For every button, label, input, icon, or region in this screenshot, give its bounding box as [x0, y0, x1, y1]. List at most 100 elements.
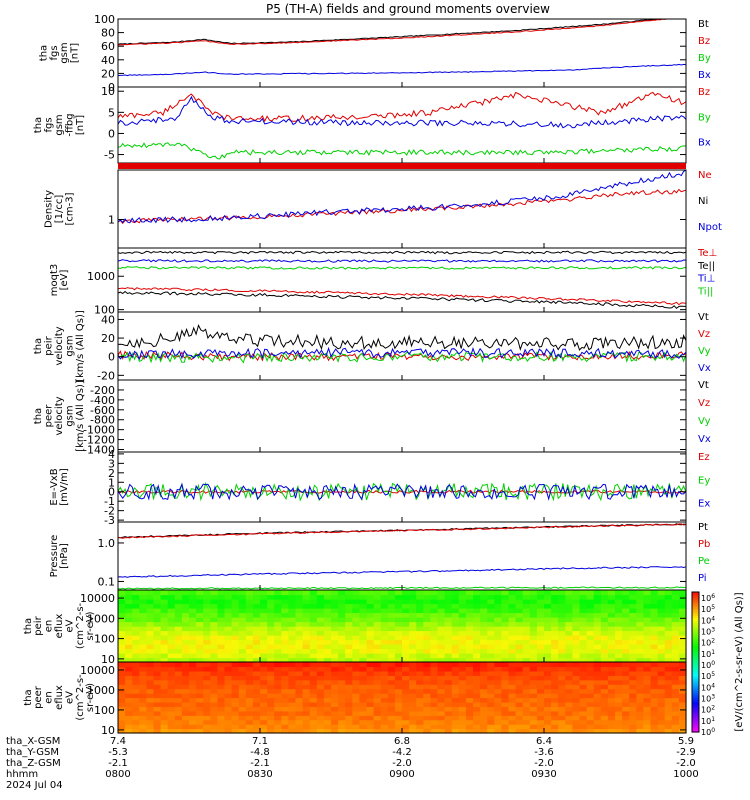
heatmap-cell — [650, 684, 659, 690]
heatmap-cell — [245, 715, 254, 721]
heatmap-cell — [480, 719, 488, 725]
colorbar-step — [692, 636, 699, 640]
heatmap-cell — [458, 693, 467, 699]
heatmap-cell — [260, 670, 268, 676]
series-line-bz — [117, 18, 686, 46]
heatmap-cell — [167, 701, 176, 707]
heatmap-cell — [352, 635, 360, 641]
heatmap-cell — [409, 648, 417, 654]
colorbar-tick-label: 100 — [701, 727, 715, 737]
colorbar-step — [692, 659, 699, 663]
heatmap-cell — [373, 679, 382, 685]
heatmap-cell — [224, 670, 233, 676]
heatmap-cell — [125, 599, 133, 605]
y-tick-label: -1200 — [83, 434, 115, 447]
heatmap-cell — [125, 617, 133, 623]
heatmap-cell — [437, 662, 446, 668]
heatmap-cell — [309, 670, 318, 676]
heatmap-cell — [323, 608, 332, 614]
heatmap-cell — [181, 719, 190, 725]
heatmap-cell — [210, 670, 218, 676]
heatmap-cell — [323, 621, 332, 627]
heatmap-cell — [451, 635, 460, 641]
heatmap-cell — [118, 662, 126, 668]
heatmap-cell — [174, 688, 183, 694]
heatmap-cell — [231, 626, 240, 632]
heatmap-cell — [643, 710, 652, 716]
colorbar-step — [692, 683, 699, 686]
heatmap-cell — [437, 710, 446, 716]
heatmap-cell — [572, 635, 581, 641]
heatmap-cell — [288, 701, 297, 707]
heatmap-cell — [139, 684, 147, 690]
heatmap-cell — [565, 666, 573, 672]
heatmap-cell — [217, 684, 226, 690]
y-axis-label: tha — [23, 689, 34, 705]
heatmap-cell — [579, 670, 588, 676]
heatmap-cell — [139, 621, 147, 627]
heatmap-cell — [657, 648, 666, 654]
heatmap-cell — [650, 710, 659, 716]
heatmap-cell — [189, 590, 197, 596]
heatmap-cell — [615, 639, 623, 645]
heatmap-cell — [423, 603, 431, 609]
heatmap-cell — [167, 684, 176, 690]
heatmap-cell — [480, 670, 488, 676]
heatmap-cell — [480, 688, 488, 694]
heatmap-cell — [267, 662, 275, 668]
heatmap-cell — [132, 728, 140, 734]
heatmap-cell — [167, 719, 176, 725]
heatmap-cell — [203, 630, 211, 636]
heatmap-cell — [196, 639, 204, 645]
heatmap-cell — [394, 608, 403, 614]
heatmap-cell — [671, 684, 680, 690]
heatmap-cell — [671, 630, 680, 636]
heatmap-cell — [636, 715, 644, 721]
heatmap-cell — [139, 626, 147, 632]
heatmap-cell — [267, 653, 275, 659]
heatmap-cell — [480, 621, 488, 627]
heatmap-cell — [160, 590, 169, 596]
heatmap-cell — [473, 621, 481, 627]
heatmap-cell — [316, 626, 325, 632]
heatmap-cell — [302, 639, 311, 645]
heatmap-cell — [437, 630, 446, 636]
heatmap-cell — [189, 684, 197, 690]
figure-title: P5 (TH-A) fields and ground moments over… — [266, 2, 550, 16]
heatmap-cell — [203, 697, 211, 703]
heatmap-cell — [196, 612, 204, 618]
heatmap-cell — [473, 693, 481, 699]
heatmap-cell — [536, 688, 545, 694]
heatmap-cell — [458, 653, 467, 659]
heatmap-cell — [189, 608, 197, 614]
heatmap-cell — [551, 617, 559, 623]
heatmap-cell — [536, 684, 545, 690]
heatmap-cell — [366, 728, 375, 734]
heatmap-cell — [650, 697, 659, 703]
heatmap-cell — [146, 666, 155, 672]
heatmap-cell — [558, 688, 566, 694]
heatmap-cell — [622, 648, 630, 654]
heatmap-cell — [167, 679, 176, 685]
heatmap-cell — [181, 684, 190, 690]
heatmap-cell — [174, 666, 183, 672]
heatmap-cell — [260, 697, 268, 703]
y-axis-label: gsm — [59, 42, 70, 63]
heatmap-cell — [522, 644, 531, 650]
heatmap-cell — [387, 617, 396, 623]
heatmap-cell — [402, 706, 410, 712]
heatmap-cell — [373, 719, 382, 725]
heatmap-cell — [196, 728, 204, 734]
heatmap-cell — [615, 719, 623, 725]
heatmap-cell — [536, 706, 545, 712]
heatmap-cell — [189, 693, 197, 699]
heatmap-cell — [409, 675, 417, 681]
heatmap-cell — [558, 710, 566, 716]
heatmap-cell — [316, 670, 325, 676]
heatmap-cell — [558, 719, 566, 725]
y-tick-label: 10 — [101, 653, 115, 666]
heatmap-cell — [451, 706, 460, 712]
heatmap-cell — [118, 710, 126, 716]
